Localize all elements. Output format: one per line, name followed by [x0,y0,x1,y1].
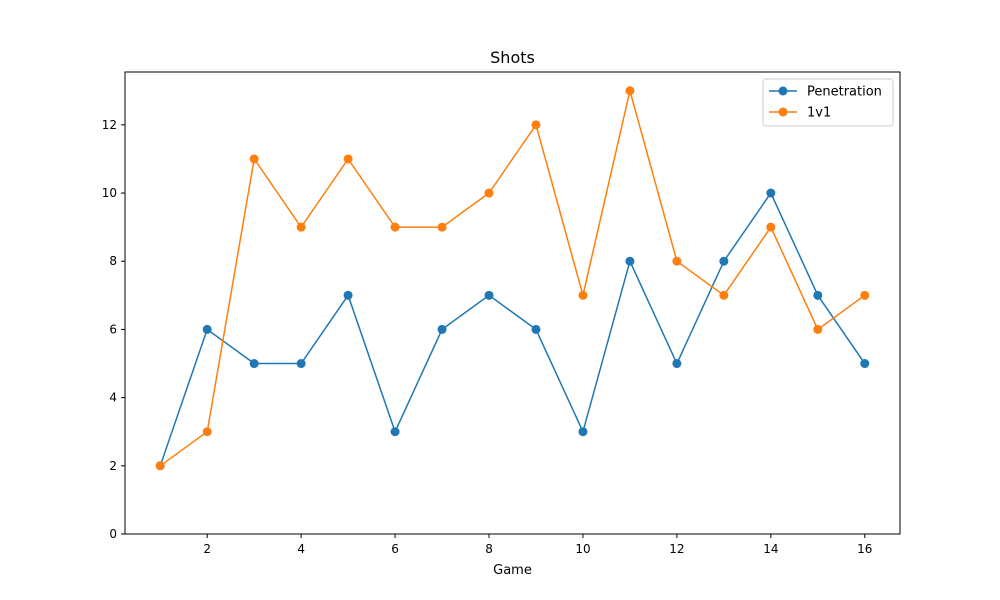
data-point-1v1 [203,427,212,436]
y-tick-label: 6 [109,322,117,336]
data-point-penetration [250,359,259,368]
y-tick-label: 0 [109,527,117,541]
data-point-1v1 [250,154,259,163]
data-point-1v1 [156,461,165,470]
data-point-1v1 [672,257,681,266]
y-tick-label: 8 [109,254,117,268]
legend: Penetration 1v1 [763,79,893,126]
y-axis: 0 2 4 6 8 10 12 [102,118,125,541]
legend-label-penetration: Penetration [807,85,882,100]
data-point-penetration [625,257,634,266]
legend-label-1v1: 1v1 [807,106,831,121]
data-point-1v1 [766,223,775,232]
data-point-penetration [860,359,869,368]
data-point-penetration [766,189,775,198]
legend-marker-1v1 [779,108,788,117]
x-tick-label: 14 [763,542,778,556]
data-point-penetration [719,257,728,266]
x-tick-label: 4 [297,542,305,556]
chart-title: Shots [490,48,535,67]
data-point-penetration [203,325,212,334]
data-point-penetration [297,359,306,368]
data-point-1v1 [625,86,634,95]
x-axis: 2 4 6 8 10 12 14 16 [203,534,872,556]
legend-marker-penetration [779,87,788,96]
plot-background [125,72,900,534]
data-point-1v1 [344,154,353,163]
x-tick-label: 10 [575,542,590,556]
data-point-penetration [438,325,447,334]
x-tick-label: 6 [391,542,399,556]
data-point-penetration [578,427,587,436]
y-tick-label: 4 [109,391,117,405]
y-tick-label: 2 [109,459,117,473]
data-point-penetration [485,291,494,300]
data-point-penetration [344,291,353,300]
data-point-penetration [531,325,540,334]
data-point-penetration [672,359,681,368]
x-tick-label: 16 [857,542,872,556]
y-tick-label: 10 [102,186,117,200]
data-point-1v1 [813,325,822,334]
data-point-1v1 [860,291,869,300]
x-axis-label: Game [493,563,532,578]
x-tick-label: 8 [485,542,493,556]
y-tick-label: 12 [102,118,117,132]
data-point-1v1 [719,291,728,300]
data-point-1v1 [578,291,587,300]
data-point-penetration [391,427,400,436]
data-point-1v1 [391,223,400,232]
data-point-penetration [813,291,822,300]
data-point-1v1 [438,223,447,232]
x-tick-label: 2 [203,542,211,556]
data-point-1v1 [297,223,306,232]
data-point-1v1 [485,189,494,198]
data-point-1v1 [531,120,540,129]
x-tick-label: 12 [669,542,684,556]
